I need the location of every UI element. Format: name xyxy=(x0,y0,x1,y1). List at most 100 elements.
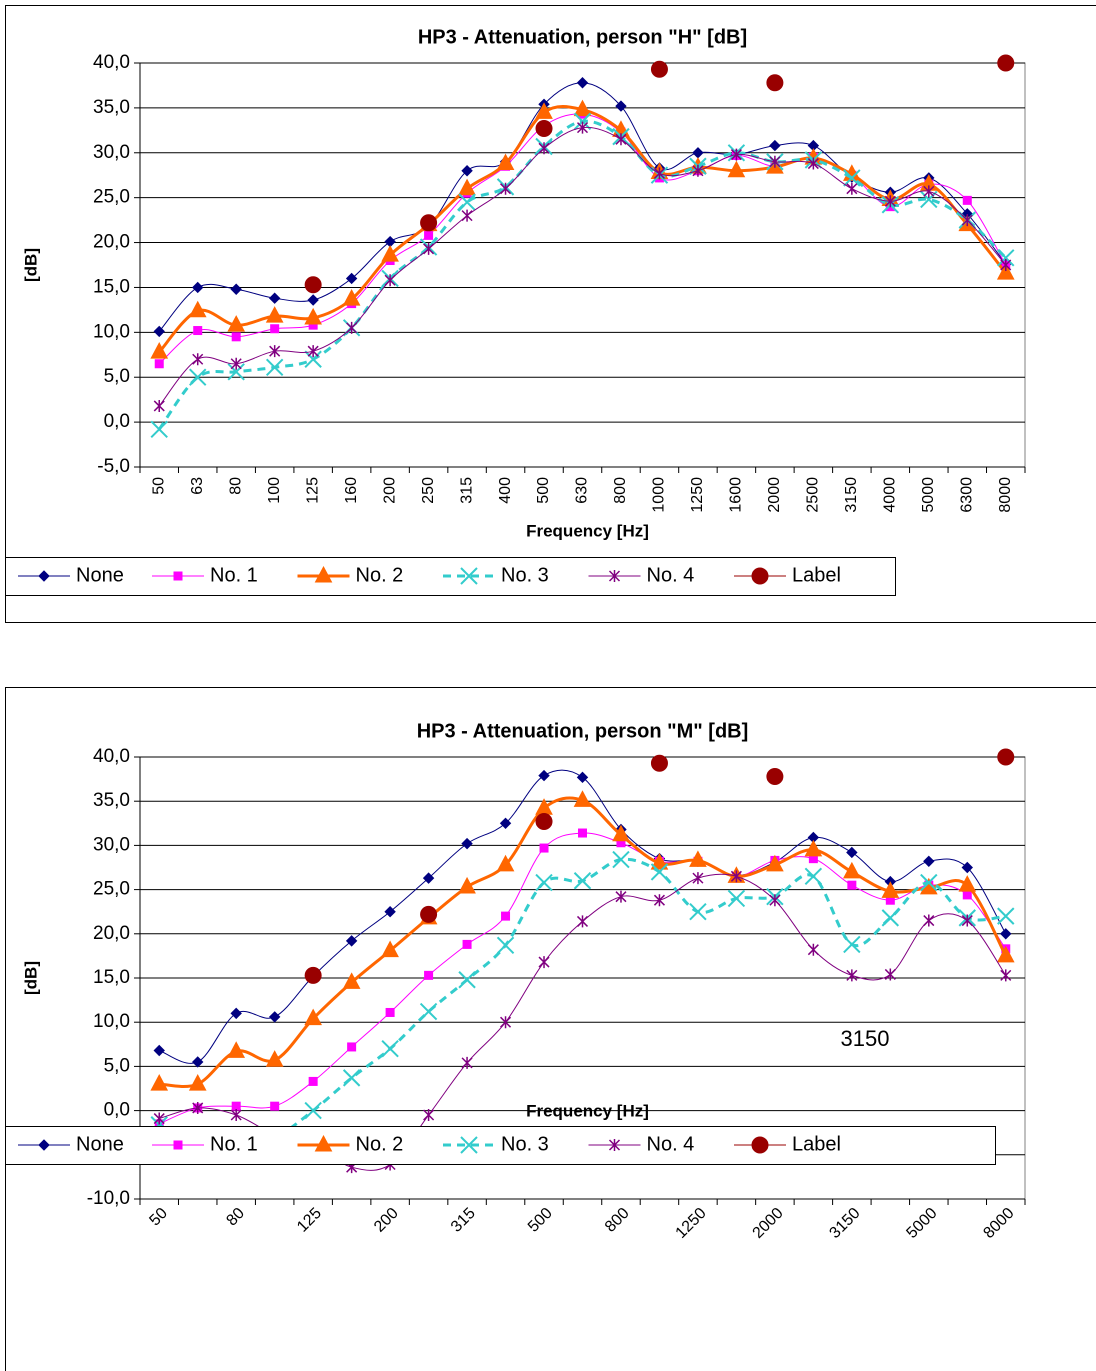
marker xyxy=(342,972,361,989)
marker xyxy=(884,968,896,981)
marker xyxy=(192,1056,204,1068)
marker xyxy=(304,1101,322,1120)
legend-label: Label xyxy=(792,1133,841,1155)
x-tick-label: 500 xyxy=(535,477,552,504)
marker xyxy=(920,873,938,892)
marker xyxy=(843,169,861,187)
marker xyxy=(573,790,592,807)
y-tick-label: 5,0 xyxy=(104,366,130,387)
marker xyxy=(154,359,164,369)
marker xyxy=(500,182,512,195)
y-tick-label: 20,0 xyxy=(93,232,130,253)
marker xyxy=(535,813,553,831)
marker xyxy=(496,854,515,872)
marker xyxy=(881,909,900,927)
marker xyxy=(153,325,165,338)
marker xyxy=(766,74,784,92)
marker xyxy=(615,890,627,903)
marker xyxy=(461,209,473,222)
y-tick-label: 0,0 xyxy=(104,1100,130,1121)
marker xyxy=(961,914,973,927)
marker xyxy=(461,1056,473,1069)
x-tick-label: 8000 xyxy=(997,477,1014,513)
marker xyxy=(496,153,515,171)
marker xyxy=(265,306,284,323)
marker xyxy=(612,850,630,869)
marker xyxy=(615,133,627,146)
marker xyxy=(962,195,972,205)
marker xyxy=(997,907,1015,925)
marker xyxy=(268,292,281,304)
x-tick-label: 5000 xyxy=(920,477,937,513)
marker xyxy=(538,142,550,155)
marker xyxy=(304,350,322,368)
marker xyxy=(996,263,1015,280)
legend-label: No. 1 xyxy=(210,564,258,586)
marker xyxy=(499,817,512,830)
marker xyxy=(650,853,669,870)
marker xyxy=(308,1076,318,1086)
marker xyxy=(314,565,333,583)
marker xyxy=(727,889,746,908)
marker xyxy=(997,249,1015,267)
marker xyxy=(535,873,553,892)
marker xyxy=(347,1042,357,1052)
x-tick-label: 1600 xyxy=(728,477,745,513)
y-axis-title: [dB] xyxy=(21,961,40,995)
marker xyxy=(230,283,242,295)
marker xyxy=(650,754,668,772)
legend-label: No. 1 xyxy=(210,1133,258,1155)
marker xyxy=(653,167,665,180)
marker xyxy=(153,1112,165,1125)
marker xyxy=(346,321,358,334)
marker xyxy=(608,570,621,582)
marker xyxy=(920,190,938,209)
marker xyxy=(153,1044,165,1057)
marker xyxy=(38,1139,50,1151)
marker xyxy=(385,1007,395,1017)
legend-label: No. 3 xyxy=(501,1133,549,1155)
marker xyxy=(422,872,435,884)
marker xyxy=(231,332,241,342)
marker xyxy=(458,876,476,894)
marker xyxy=(189,368,207,386)
y-tick-label: 15,0 xyxy=(93,967,130,988)
marker xyxy=(576,915,589,928)
marker xyxy=(460,1136,478,1154)
legend-label: No. 3 xyxy=(501,564,549,586)
marker xyxy=(231,1101,241,1111)
x-tick-label: 630 xyxy=(574,477,591,504)
y-tick-label: 40,0 xyxy=(93,746,130,767)
marker xyxy=(650,60,668,78)
marker xyxy=(689,850,707,867)
y-tick-label: 10,0 xyxy=(93,321,130,342)
y-tick-label: 10,0 xyxy=(93,1011,130,1032)
marker xyxy=(384,905,396,918)
marker xyxy=(458,971,476,989)
marker xyxy=(458,193,476,211)
marker xyxy=(345,935,358,947)
marker xyxy=(958,875,977,892)
marker xyxy=(420,214,438,232)
marker xyxy=(961,861,973,874)
marker xyxy=(615,100,627,112)
x-tick-label: 4000 xyxy=(882,477,899,513)
chart-panel: HP3 - Attenuation, person "H" [dB] -5,0 0,… xyxy=(5,5,1096,623)
marker xyxy=(769,155,781,168)
marker xyxy=(227,1041,246,1058)
marker xyxy=(997,748,1015,766)
marker xyxy=(270,324,280,334)
marker xyxy=(227,315,246,332)
legend-label: None xyxy=(76,564,124,586)
x-tick-label: 800 xyxy=(612,477,629,504)
x-tick-label: 400 xyxy=(497,477,514,504)
marker xyxy=(381,1040,399,1058)
x-tick-label: 50 xyxy=(150,477,167,495)
y-tick-label: 15,0 xyxy=(93,276,130,297)
marker xyxy=(307,345,319,358)
marker xyxy=(769,894,781,907)
x-tick-label: 63 xyxy=(189,477,206,495)
y-tick-label: 25,0 xyxy=(93,187,130,208)
marker xyxy=(573,872,592,890)
